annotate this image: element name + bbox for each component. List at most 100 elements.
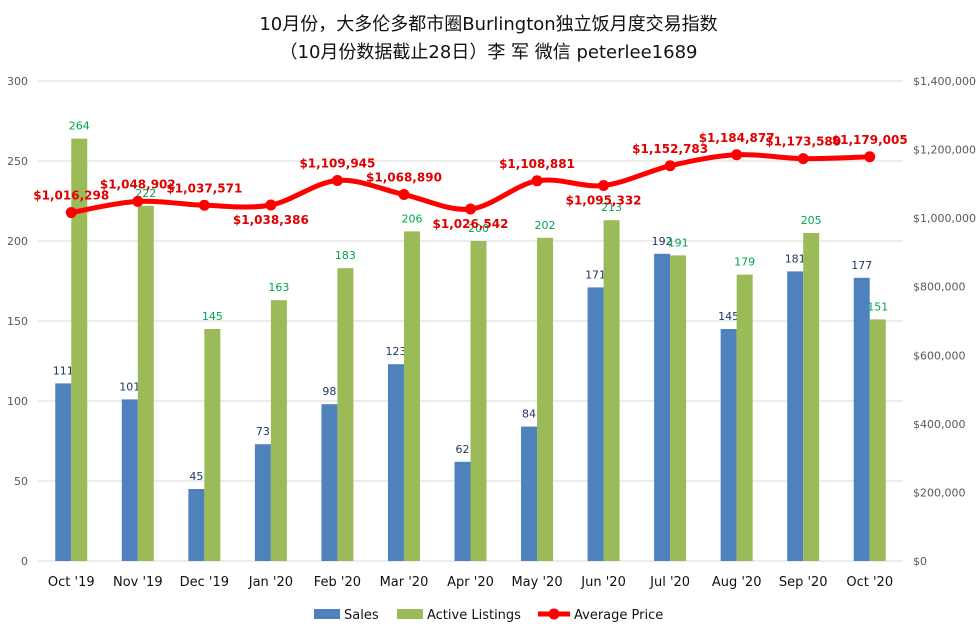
bar-sales bbox=[853, 277, 870, 561]
data-label-price: $1,109,945 bbox=[299, 156, 375, 170]
x-tick-label: Nov '19 bbox=[113, 575, 163, 590]
bar-sales bbox=[587, 287, 604, 561]
data-label-listings: 205 bbox=[801, 214, 822, 227]
data-label-sales: 101 bbox=[119, 380, 140, 393]
x-tick-label: Oct '19 bbox=[48, 575, 95, 590]
data-label-price: $1,038,386 bbox=[233, 213, 309, 227]
bar-active-listings bbox=[537, 237, 554, 562]
bar-sales bbox=[654, 253, 671, 562]
bar-active-listings bbox=[736, 274, 753, 561]
data-label-price: $1,184,877 bbox=[699, 131, 775, 145]
data-label-listings: 163 bbox=[268, 281, 289, 294]
x-tick-label: Oct '20 bbox=[846, 575, 893, 590]
bar-active-listings bbox=[470, 241, 487, 561]
y-tick-left: 50 bbox=[14, 475, 28, 488]
data-label-listings: 179 bbox=[734, 256, 755, 269]
y-tick-left: 100 bbox=[7, 395, 28, 408]
data-label-sales: 45 bbox=[189, 470, 203, 483]
data-label-listings: 264 bbox=[69, 120, 90, 133]
x-tick-label: Aug '20 bbox=[712, 575, 762, 590]
bar-active-listings bbox=[670, 255, 687, 561]
y-tick-left: 200 bbox=[7, 235, 28, 248]
x-tick-label: Dec '19 bbox=[180, 575, 229, 590]
point-average-price bbox=[864, 151, 876, 163]
data-label-price: $1,108,881 bbox=[499, 157, 575, 171]
data-label-sales: 123 bbox=[385, 345, 406, 358]
data-label-price: $1,037,571 bbox=[166, 181, 242, 195]
y-tick-right: $1,000,000 bbox=[913, 212, 976, 225]
x-tick-label: Sep '20 bbox=[779, 575, 828, 590]
x-tick-label: Jan '20 bbox=[248, 575, 293, 590]
legend-label-listings: Active Listings bbox=[427, 608, 521, 623]
point-average-price bbox=[531, 175, 543, 187]
legend-swatch-sales bbox=[314, 609, 340, 619]
bar-sales bbox=[521, 426, 538, 561]
data-label-listings: 206 bbox=[401, 212, 422, 225]
y-tick-left: 150 bbox=[7, 315, 28, 328]
data-label-sales: 192 bbox=[652, 235, 673, 248]
point-average-price bbox=[598, 179, 610, 191]
y-tick-right: $1,400,000 bbox=[913, 75, 976, 88]
bar-sales bbox=[387, 364, 404, 561]
legend-swatch-listings bbox=[397, 609, 423, 619]
chart-subtitle: （10月份数据截止28日）李 军 微信 peterlee1689 bbox=[279, 42, 698, 63]
point-average-price bbox=[198, 199, 210, 211]
data-label-price: $1,152,783 bbox=[632, 142, 708, 156]
data-label-price: $1,173,580 bbox=[765, 135, 841, 149]
x-tick-label: Feb '20 bbox=[314, 575, 361, 590]
data-label-listings: 213 bbox=[601, 201, 622, 214]
bar-active-listings bbox=[204, 329, 221, 561]
x-tick-label: May '20 bbox=[511, 575, 562, 590]
y-tick-right: $400,000 bbox=[913, 418, 966, 431]
point-average-price bbox=[664, 160, 676, 172]
point-average-price bbox=[398, 189, 410, 201]
y-tick-right: $600,000 bbox=[913, 349, 966, 362]
data-label-sales: 145 bbox=[718, 310, 739, 323]
data-label-listings: 151 bbox=[867, 300, 888, 313]
bar-active-listings bbox=[403, 231, 420, 561]
legend-marker-price bbox=[548, 608, 560, 620]
point-average-price bbox=[797, 153, 809, 165]
bar-active-listings bbox=[803, 233, 820, 561]
data-label-listings: 145 bbox=[202, 310, 223, 323]
y-tick-left: 300 bbox=[7, 75, 28, 88]
x-tick-label: Jul '20 bbox=[649, 575, 690, 590]
x-tick-label: Jun '20 bbox=[580, 575, 626, 590]
point-average-price bbox=[265, 199, 277, 211]
data-label-price: $1,068,890 bbox=[366, 171, 442, 185]
data-label-price: $1,016,298 bbox=[33, 189, 109, 203]
bar-sales bbox=[454, 461, 471, 561]
data-label-price: $1,026,542 bbox=[433, 217, 509, 231]
data-label-sales: 84 bbox=[522, 408, 536, 421]
data-label-sales: 73 bbox=[256, 425, 270, 438]
point-average-price bbox=[731, 149, 743, 161]
x-tick-label: Apr '20 bbox=[447, 575, 494, 590]
bar-sales bbox=[787, 271, 804, 561]
data-label-price: $1,179,005 bbox=[832, 133, 908, 147]
data-label-sales: 171 bbox=[585, 268, 606, 281]
legend-label-sales: Sales bbox=[344, 608, 379, 623]
bar-active-listings bbox=[137, 205, 154, 562]
data-label-sales: 177 bbox=[851, 259, 872, 272]
data-label-sales: 98 bbox=[322, 385, 336, 398]
point-average-price bbox=[132, 195, 144, 207]
bar-sales bbox=[55, 383, 72, 561]
bar-active-listings bbox=[71, 138, 88, 561]
data-label-listings: 191 bbox=[668, 236, 689, 249]
y-tick-right: $0 bbox=[913, 555, 927, 568]
data-label-listings: 183 bbox=[335, 249, 356, 262]
point-average-price bbox=[331, 174, 343, 186]
y-tick-left: 0 bbox=[21, 555, 28, 568]
data-label-listings: 200 bbox=[468, 222, 489, 235]
data-label-sales: 181 bbox=[785, 252, 806, 265]
bar-active-listings bbox=[869, 319, 886, 561]
y-tick-right: $800,000 bbox=[913, 281, 966, 294]
bar-active-listings bbox=[270, 300, 287, 561]
y-tick-right: $200,000 bbox=[913, 486, 966, 499]
x-tick-label: Mar '20 bbox=[380, 575, 429, 590]
bar-active-listings bbox=[603, 220, 620, 561]
legend-label-price: Average Price bbox=[574, 608, 663, 623]
y-tick-left: 250 bbox=[7, 155, 28, 168]
